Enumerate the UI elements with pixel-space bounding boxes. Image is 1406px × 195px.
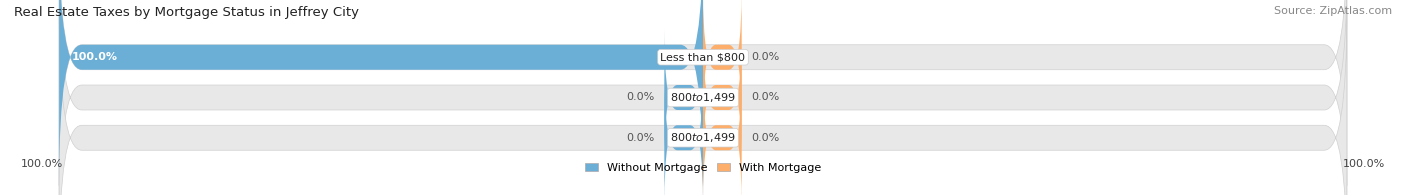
FancyBboxPatch shape [665, 70, 703, 195]
FancyBboxPatch shape [59, 0, 703, 186]
FancyBboxPatch shape [59, 0, 1347, 195]
FancyBboxPatch shape [703, 0, 741, 125]
Legend: Without Mortgage, With Mortgage: Without Mortgage, With Mortgage [585, 163, 821, 173]
Text: Less than $800: Less than $800 [661, 52, 745, 62]
Text: 0.0%: 0.0% [751, 52, 779, 62]
FancyBboxPatch shape [703, 29, 741, 166]
Text: $800 to $1,499: $800 to $1,499 [671, 91, 735, 104]
Text: 100.0%: 100.0% [72, 52, 118, 62]
FancyBboxPatch shape [59, 9, 1347, 195]
Text: Real Estate Taxes by Mortgage Status in Jeffrey City: Real Estate Taxes by Mortgage Status in … [14, 6, 359, 19]
Text: 0.0%: 0.0% [751, 92, 779, 103]
Text: 0.0%: 0.0% [751, 133, 779, 143]
Text: 100.0%: 100.0% [21, 159, 63, 169]
Text: 100.0%: 100.0% [1343, 159, 1385, 169]
Text: 0.0%: 0.0% [627, 92, 655, 103]
FancyBboxPatch shape [665, 29, 703, 166]
FancyBboxPatch shape [59, 0, 1347, 186]
FancyBboxPatch shape [703, 70, 741, 195]
Text: Source: ZipAtlas.com: Source: ZipAtlas.com [1274, 6, 1392, 16]
Text: 0.0%: 0.0% [627, 133, 655, 143]
Text: $800 to $1,499: $800 to $1,499 [671, 131, 735, 144]
